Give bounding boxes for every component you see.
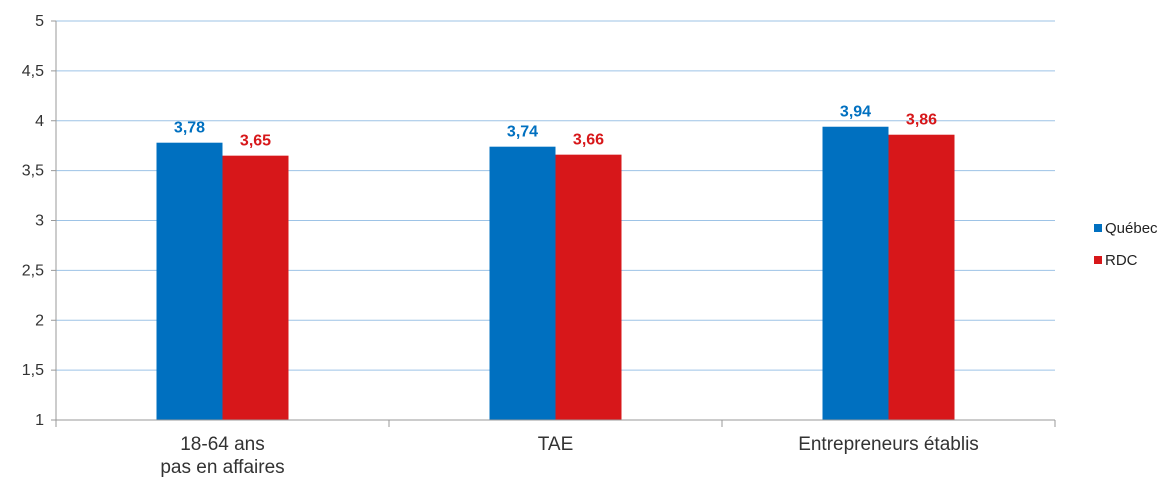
y-tick-label: 4,5	[22, 63, 44, 80]
y-tick-label: 2,5	[22, 262, 44, 279]
x-category-label: TAE	[538, 434, 574, 455]
x-category-label: pas en affaires	[160, 457, 284, 478]
bar-rdc	[555, 154, 622, 421]
y-tick-label: 1,5	[22, 362, 44, 379]
data-label: 3,66	[573, 132, 604, 149]
data-label: 3,65	[240, 133, 271, 150]
y-tick-label: 4	[35, 113, 44, 130]
data-label: 3,78	[174, 120, 205, 137]
legend-label: Québec	[1105, 220, 1158, 237]
legend-label: RDC	[1105, 252, 1138, 269]
bar-qu-bec	[156, 142, 223, 420]
y-tick-label: 3	[35, 213, 44, 230]
y-tick-label: 3,5	[22, 163, 44, 180]
x-category-label: 18-64 ans	[180, 434, 265, 455]
data-label: 3,74	[507, 124, 538, 141]
y-tick-label: 5	[35, 13, 44, 30]
y-axis-ticks: 1 1,5 2 2,5 3 3,5 4 4,5 5	[22, 13, 56, 429]
bars	[156, 126, 955, 421]
bar-rdc	[222, 155, 289, 420]
legend-swatch	[1094, 256, 1102, 264]
y-tick-label: 1	[35, 412, 44, 429]
data-label: 3,94	[840, 104, 871, 121]
data-label: 3,86	[906, 112, 937, 129]
bar-qu-bec	[489, 146, 556, 420]
legend: Québec RDC	[1094, 220, 1158, 269]
bar-qu-bec	[822, 126, 889, 421]
y-tick-label: 2	[35, 312, 44, 329]
bar-rdc	[888, 134, 955, 420]
legend-swatch	[1094, 224, 1102, 232]
x-category-label: Entrepreneurs établis	[798, 434, 979, 455]
data-labels: 3,78 3,65 3,74 3,66 3,94 3,86	[174, 104, 937, 150]
